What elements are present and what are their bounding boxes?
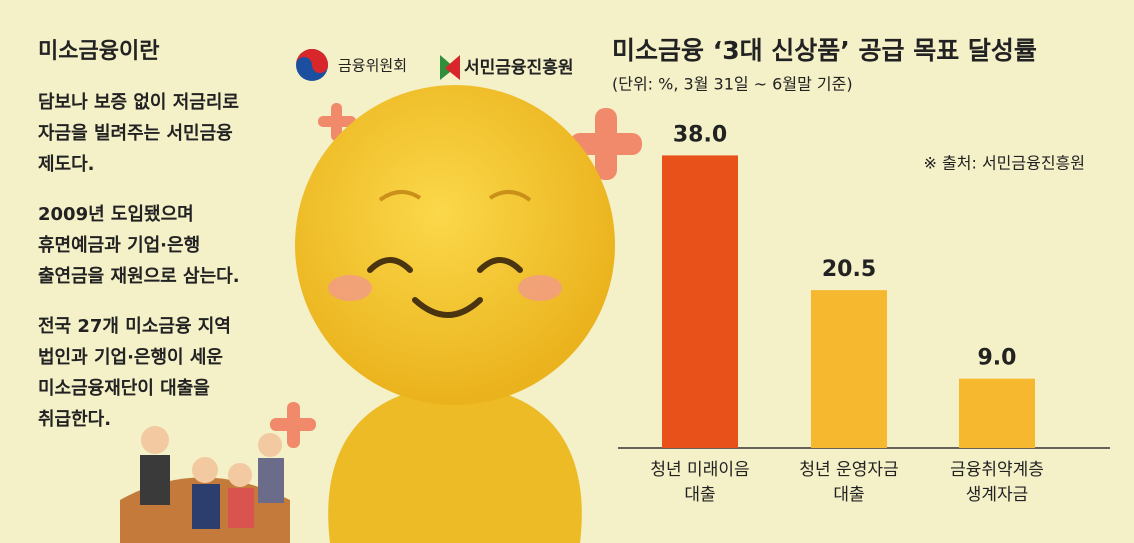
sidebar-text: 2009년 도입됐으며	[38, 203, 194, 225]
bar	[662, 155, 738, 448]
logo-kinfa	[440, 55, 460, 80]
sidebar-text: 법인과 기업·은행이 세운	[38, 347, 223, 368]
sidebar-text: 휴면예금과 기업·은행	[38, 235, 200, 256]
bar	[959, 378, 1035, 448]
mascot	[295, 85, 615, 543]
logo-fsc	[296, 49, 328, 81]
plus-decoration	[270, 103, 642, 448]
sidebar-text: 제도다.	[38, 154, 95, 175]
people-illustration	[120, 426, 290, 543]
value-label: 20.5	[822, 257, 876, 282]
chart-subtitle: (단위: %, 3월 31일 ~ 6월말 기준)	[612, 75, 853, 94]
sidebar-text: 전국 27개 미소금융 지역	[38, 316, 231, 337]
x-tick-label: 금융취약계층 생계자금	[950, 460, 1044, 505]
sidebar-text: 출연금을 재원으로 삼는다.	[38, 266, 240, 287]
sidebar-text: 담보나 보증 없이 저금리로	[38, 92, 239, 113]
sidebar-text: 미소금융재단이 대출을	[38, 378, 210, 399]
x-tick-label: 청년 미래이음 대출	[650, 460, 749, 505]
value-label: 9.0	[978, 346, 1017, 371]
value-label: 38.0	[673, 122, 727, 147]
sidebar-text: 자금을 빌려주는 서민금융	[38, 123, 233, 144]
sidebar-text: 취급한다.	[38, 409, 111, 430]
chart-title: 미소금융 ‘3대 신상품’ 공급 목표 달성률	[612, 36, 1037, 65]
logo-text: 서민금융진흥원	[464, 57, 573, 78]
logo-text: 금융위원회	[338, 57, 407, 75]
source-note: ※ 출처: 서민금융진흥원	[924, 154, 1085, 173]
x-tick-label: 청년 운영자금 대출	[799, 460, 898, 505]
bar	[811, 290, 887, 448]
sidebar-title: 미소금융이란	[38, 39, 159, 64]
